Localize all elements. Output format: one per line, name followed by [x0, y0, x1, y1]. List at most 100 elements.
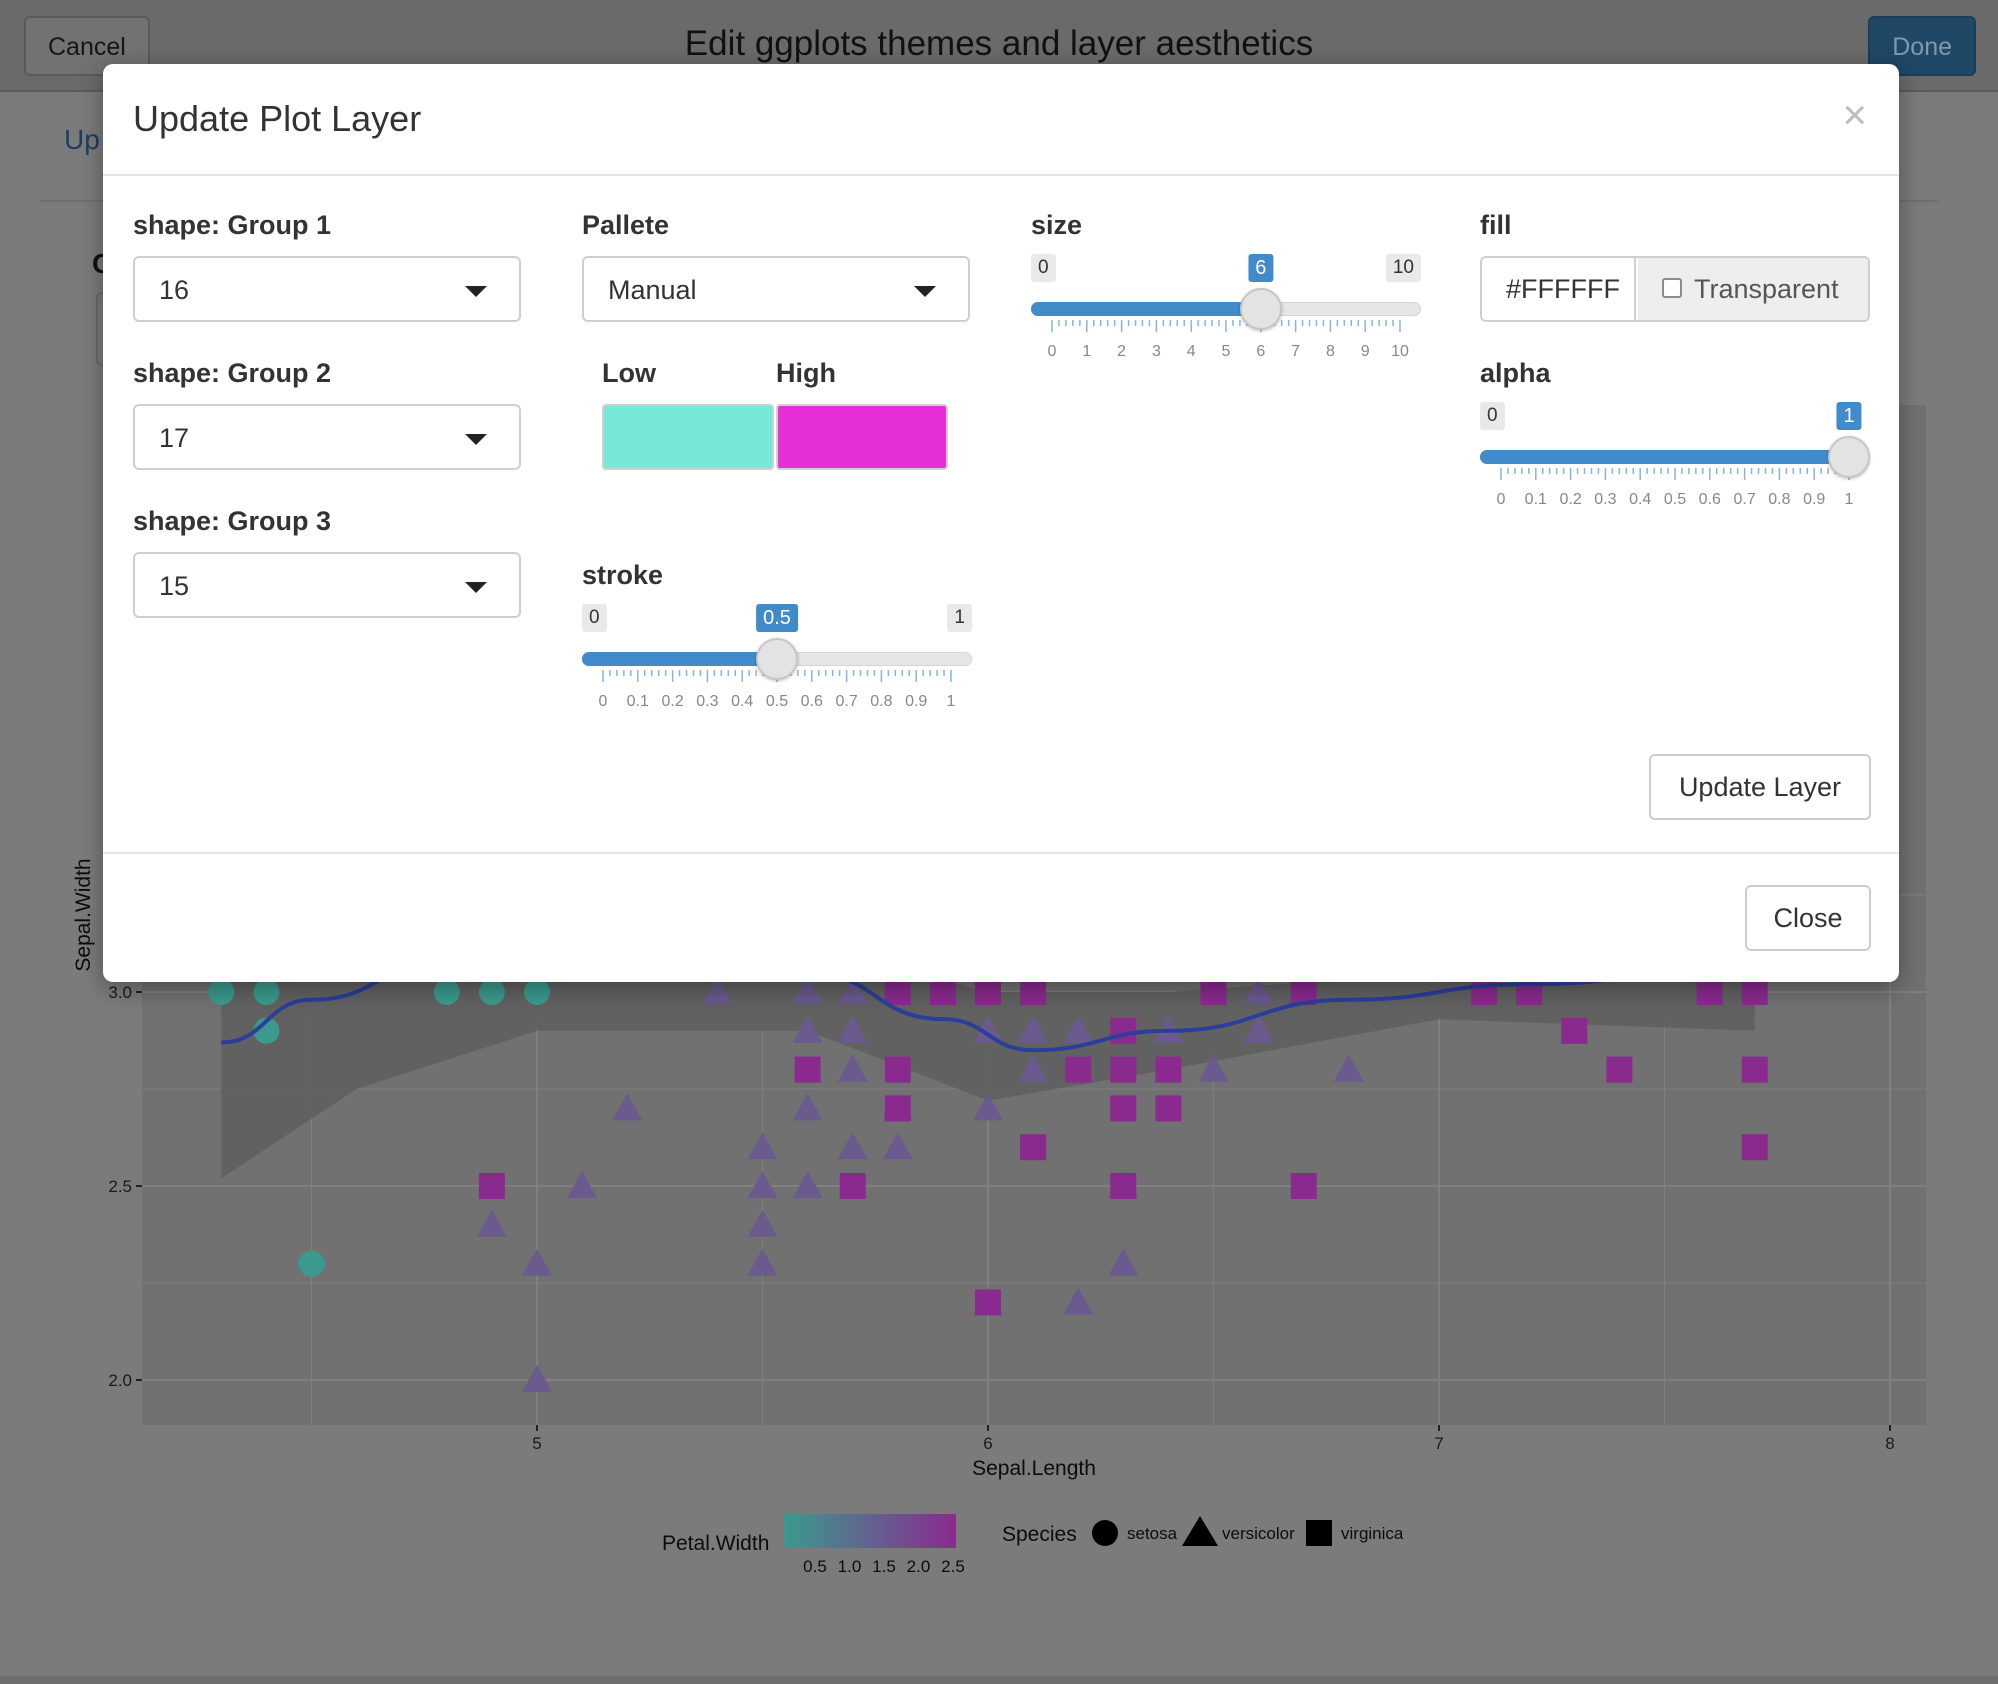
transparent-label[interactable]: Transparent	[1694, 274, 1839, 304]
data-point	[1110, 1173, 1137, 1199]
data-point	[1471, 979, 1498, 1005]
data-point	[1020, 979, 1047, 1005]
data-point	[478, 1173, 505, 1199]
stroke-label: stroke	[582, 560, 664, 590]
data-point	[524, 979, 550, 1005]
slider-tick-label: 0.7	[835, 693, 857, 710]
alpha-handle[interactable]	[1828, 436, 1870, 478]
slider-tick-label: 0.5	[1664, 491, 1686, 508]
x-axis-label: Sepal.Length	[972, 1457, 1096, 1480]
data-point	[1065, 1056, 1092, 1083]
slider-tick-label: 0.1	[1525, 491, 1547, 508]
alpha-label: alpha	[1480, 358, 1551, 388]
slider-tick-label: 0.7	[1733, 491, 1755, 508]
low-color-swatch[interactable]	[602, 404, 774, 470]
slider-tick-label: 0	[1497, 491, 1506, 508]
update-layer-button[interactable]: Update Layer	[1649, 754, 1871, 820]
x-tick-label: 5	[532, 1434, 541, 1453]
legend-shape-label: versicolor	[1222, 1524, 1295, 1543]
size-handle[interactable]	[1239, 288, 1282, 330]
shape-group2-select[interactable]: 17	[133, 404, 521, 470]
legend-color-tick: 1.5	[872, 1557, 896, 1576]
fill-color-input[interactable]: #FFFFFF	[1482, 258, 1636, 320]
modal-title: Update Plot Layer	[133, 98, 422, 139]
modal-header: Update Plot Layer ×	[103, 64, 1899, 176]
x-tick-label: 8	[1885, 1434, 1894, 1453]
data-point	[522, 1248, 552, 1276]
slider-tick-label: 0.3	[696, 693, 718, 710]
data-point	[882, 1132, 913, 1160]
data-point	[884, 1056, 911, 1083]
data-point	[1741, 1134, 1768, 1161]
update-plot-layer-modal: Update Plot Layer × shape: Group 1 16 sh…	[103, 64, 1899, 982]
stroke-handle[interactable]	[756, 638, 798, 680]
slider-tick-label: 6	[1256, 343, 1265, 360]
data-point	[792, 977, 823, 1004]
data-point	[1063, 1015, 1094, 1043]
data-point	[702, 977, 733, 1004]
palette-select[interactable]: Manual	[582, 256, 970, 322]
chevron-down-icon	[914, 286, 936, 297]
alpha-slider[interactable]: 0 1 1 0 0.1 0.2 0.3 0.4 0.5 0.6 0.7 0.8 0.9 1	[1480, 402, 1870, 512]
data-point	[1333, 1054, 1364, 1082]
shape-group1-label: shape: Group 1	[133, 210, 332, 240]
chevron-down-icon	[465, 434, 487, 445]
data-point	[884, 1095, 911, 1122]
transparent-addon[interactable]: Transparent	[1638, 258, 1868, 320]
slider-tick-label: 0.2	[661, 693, 683, 710]
slider-tick-label: 5	[1222, 343, 1231, 360]
data-point	[1198, 1054, 1229, 1082]
shape-group2-label: shape: Group 2	[133, 358, 332, 388]
data-point	[253, 979, 280, 1005]
legend-color-tick: 1.0	[838, 1557, 862, 1576]
slider-tick-label: 10	[1391, 343, 1409, 360]
legend-colorbar	[784, 1514, 956, 1548]
data-point	[747, 1209, 778, 1237]
slider-tick-label: 0.8	[870, 693, 892, 710]
data-point	[839, 1173, 866, 1199]
data-point	[298, 1250, 325, 1277]
transparent-checkbox[interactable]	[1662, 278, 1682, 298]
legend-color-ticks: 0.5 1.0 1.5 2.0 2.5	[803, 1557, 965, 1576]
data-point	[1018, 1015, 1049, 1043]
x-tick-label: 7	[1434, 1434, 1443, 1453]
data-point	[208, 979, 235, 1005]
close-icon[interactable]: ×	[1842, 91, 1867, 138]
slider-tick-label: 7	[1291, 343, 1300, 360]
fill-input-group: #FFFFFF Transparent	[1480, 256, 1870, 322]
data-point	[1155, 1056, 1182, 1083]
slider-tick-label: 3	[1152, 343, 1161, 360]
alpha-ticks: 0 0.1 0.2 0.3 0.4 0.5 0.6 0.7 0.8 0.9 1	[1497, 468, 1854, 508]
shape-group3-select[interactable]: 15	[133, 552, 521, 618]
data-point	[1108, 1248, 1139, 1276]
legend-color-tick: 2.5	[941, 1557, 965, 1576]
close-button[interactable]: Close	[1745, 885, 1871, 951]
alpha-fill	[1480, 450, 1849, 464]
data-point	[794, 1056, 821, 1083]
slider-tick-label: 0	[599, 693, 608, 710]
fill-label: fill	[1480, 210, 1512, 240]
size-min: 0	[1031, 254, 1056, 282]
stroke-slider[interactable]: 0 1 0.5 0 0.1 0.2 0.3 0.4 0.5 0.6 0.7 0.8 0.9 1	[582, 604, 972, 714]
data-point	[884, 979, 911, 1005]
legend-color-title: Petal.Width	[662, 1532, 769, 1555]
plot-legend: Petal.Width 0.5 1.0 1.5 2.0 2.5 Species seto…	[662, 1514, 1404, 1576]
data-point	[612, 1093, 643, 1121]
background-link[interactable]: Up	[64, 124, 100, 155]
high-color-swatch[interactable]	[776, 404, 948, 470]
legend-color-tick: 0.5	[803, 1557, 827, 1576]
slider-tick-label: 0.5	[766, 693, 788, 710]
data-point	[792, 1171, 823, 1198]
palette-label: Pallete	[582, 210, 670, 240]
data-point	[747, 1171, 778, 1198]
legend-shape-label: setosa	[1127, 1524, 1178, 1543]
y-axis-label: Sepal.Width	[72, 858, 95, 971]
shape-group1-select[interactable]: 16	[133, 256, 521, 322]
data-point	[522, 1365, 552, 1392]
size-fill	[1031, 302, 1261, 316]
data-point	[1110, 1017, 1137, 1044]
slider-tick-label: 0.4	[731, 693, 753, 710]
legend-shape-triangle	[1182, 1516, 1218, 1546]
size-slider[interactable]: 0 10 6 0 1 2 3 4 5 6 7 8 9 10	[1031, 254, 1421, 364]
data-point	[478, 979, 505, 1005]
